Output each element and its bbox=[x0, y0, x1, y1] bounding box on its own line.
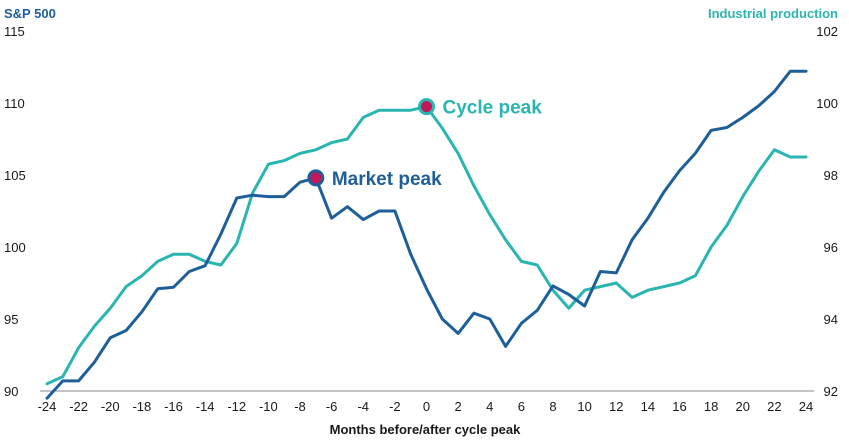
x-tick-label: 20 bbox=[736, 399, 750, 414]
x-tick-label: -24 bbox=[38, 399, 57, 414]
x-tick-label: 22 bbox=[767, 399, 781, 414]
market-peak-label: Market peak bbox=[332, 169, 442, 190]
x-tick-label: -16 bbox=[164, 399, 183, 414]
x-tick-label: 2 bbox=[455, 399, 462, 414]
right-tick-label: 94 bbox=[824, 312, 838, 327]
x-tick-label: 8 bbox=[549, 399, 556, 414]
x-tick-label: 6 bbox=[518, 399, 525, 414]
x-tick-label: -2 bbox=[389, 399, 401, 414]
left-tick-label: 95 bbox=[4, 312, 18, 327]
x-tick-label: 18 bbox=[704, 399, 718, 414]
left-tick-label: 115 bbox=[4, 24, 25, 39]
x-tick-label: 14 bbox=[641, 399, 655, 414]
x-tick-label: 12 bbox=[609, 399, 623, 414]
x-tick-label: -8 bbox=[294, 399, 306, 414]
right-tick-label: 102 bbox=[816, 24, 838, 39]
left-tick-label: 100 bbox=[4, 240, 26, 255]
x-axis-ticks: -24 -22 -20 -18 -16 -14 -12 -10 -8 -6 -4 -2 0 2 4 6 8 10 1… bbox=[38, 399, 814, 414]
annotations: Market peak Cycle peak bbox=[307, 98, 543, 190]
x-tick-label: 16 bbox=[672, 399, 686, 414]
series-lines bbox=[45, 69, 808, 400]
sp500-line bbox=[45, 69, 808, 400]
right-tick-label: 100 bbox=[816, 96, 838, 111]
x-tick-label: 4 bbox=[486, 399, 493, 414]
x-tick-label: -12 bbox=[227, 399, 246, 414]
right-axis-title: Industrial production bbox=[708, 6, 838, 21]
x-tick-label: -4 bbox=[357, 399, 369, 414]
industrial-production-line bbox=[45, 105, 808, 386]
x-tick-label: 24 bbox=[799, 399, 813, 414]
x-tick-label: -22 bbox=[69, 399, 88, 414]
left-tick-label: 105 bbox=[4, 168, 26, 183]
x-axis-label: Months before/after cycle peak bbox=[330, 422, 521, 437]
left-axis-title: S&P 500 bbox=[4, 6, 56, 21]
x-tick-label: -20 bbox=[101, 399, 120, 414]
left-axis-ticks: 90 95 100 105 110 115 bbox=[4, 24, 26, 399]
market-peak-marker bbox=[307, 169, 325, 187]
x-tick-label: -14 bbox=[196, 399, 215, 414]
cycle-peak-marker bbox=[418, 98, 435, 116]
right-tick-label: 98 bbox=[824, 168, 838, 183]
left-tick-label: 90 bbox=[4, 384, 18, 399]
right-axis-ticks: 92 94 96 98 100 102 bbox=[816, 24, 838, 399]
cycle-peak-label: Cycle peak bbox=[443, 98, 543, 119]
x-tick-label: -6 bbox=[326, 399, 338, 414]
right-tick-label: 92 bbox=[824, 384, 838, 399]
x-tick-label: 10 bbox=[577, 399, 591, 414]
right-tick-label: 96 bbox=[824, 240, 838, 255]
x-tick-label: -10 bbox=[259, 399, 278, 414]
left-tick-label: 110 bbox=[4, 96, 25, 111]
x-tick-label: -18 bbox=[132, 399, 151, 414]
x-tick-label: 0 bbox=[423, 399, 430, 414]
